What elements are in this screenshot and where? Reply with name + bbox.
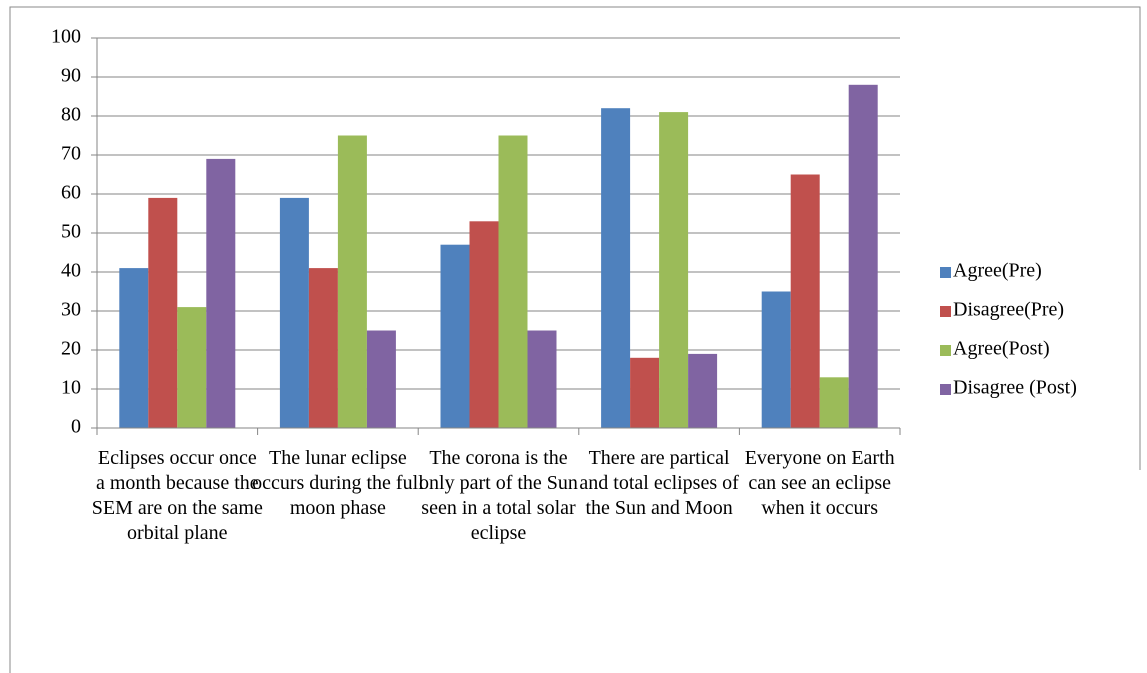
legend-swatch: [940, 267, 951, 278]
y-tick-label: 20: [61, 338, 81, 360]
x-tick-label: Eclipses occur once a month because the …: [91, 447, 263, 544]
legend-label: Disagree (Post): [953, 377, 1077, 399]
y-tick-label: 50: [61, 221, 81, 243]
bar: [119, 268, 149, 428]
legend-swatch: [940, 345, 951, 356]
x-tick-label-box: Everyone on Earth can see an eclipse whe…: [744, 447, 895, 519]
bar: [366, 330, 396, 428]
legend-label: Disagree(Pre): [953, 299, 1064, 321]
legend-label: Agree(Pre): [953, 260, 1042, 282]
bar: [819, 377, 849, 428]
bar: [308, 268, 338, 428]
bar: [337, 135, 367, 428]
x-tick-label-box: There are partical and total eclipses of…: [579, 447, 739, 519]
x-tick-label: Everyone on Earth can see an eclipse whe…: [744, 447, 895, 519]
bar: [469, 221, 499, 428]
x-tick-label-box: The lunar eclipse occurs during the full…: [252, 447, 424, 519]
x-tick-label: There are partical and total eclipses of…: [579, 447, 739, 519]
legend-swatch: [940, 306, 951, 317]
y-tick-label: 0: [71, 416, 81, 438]
x-tick-label: The corona is the only part of the Sun s…: [419, 447, 578, 544]
y-tick-label: 30: [61, 299, 81, 321]
bar: [148, 197, 178, 428]
x-tick-label-box: The corona is the only part of the Sun s…: [419, 447, 578, 544]
bar: [527, 330, 557, 428]
y-tick-label: 10: [61, 377, 81, 399]
x-tick-label-box: Eclipses occur once a month because the …: [91, 447, 263, 544]
y-tick-label: 90: [61, 65, 81, 87]
bar: [848, 84, 878, 429]
y-tick-label: 70: [61, 143, 81, 165]
bar: [790, 174, 820, 428]
bar: [440, 244, 470, 428]
bar: [601, 108, 631, 428]
bar: [177, 307, 207, 428]
y-tick-label: 100: [51, 26, 81, 48]
bar: [688, 353, 718, 428]
legend-swatch: [940, 384, 951, 395]
y-tick-label: 60: [61, 182, 81, 204]
bar: [630, 357, 660, 428]
bar: [206, 158, 236, 428]
bar: [659, 112, 689, 428]
legend-label: Agree(Post): [953, 338, 1050, 360]
x-tick-label: The lunar eclipse occurs during the full…: [252, 447, 424, 519]
bar: [279, 197, 309, 428]
bar: [761, 291, 791, 428]
y-tick-label: 40: [61, 260, 81, 282]
y-tick-label: 80: [61, 104, 81, 126]
bar: [498, 135, 528, 428]
chart-frame: [9, 6, 1141, 673]
